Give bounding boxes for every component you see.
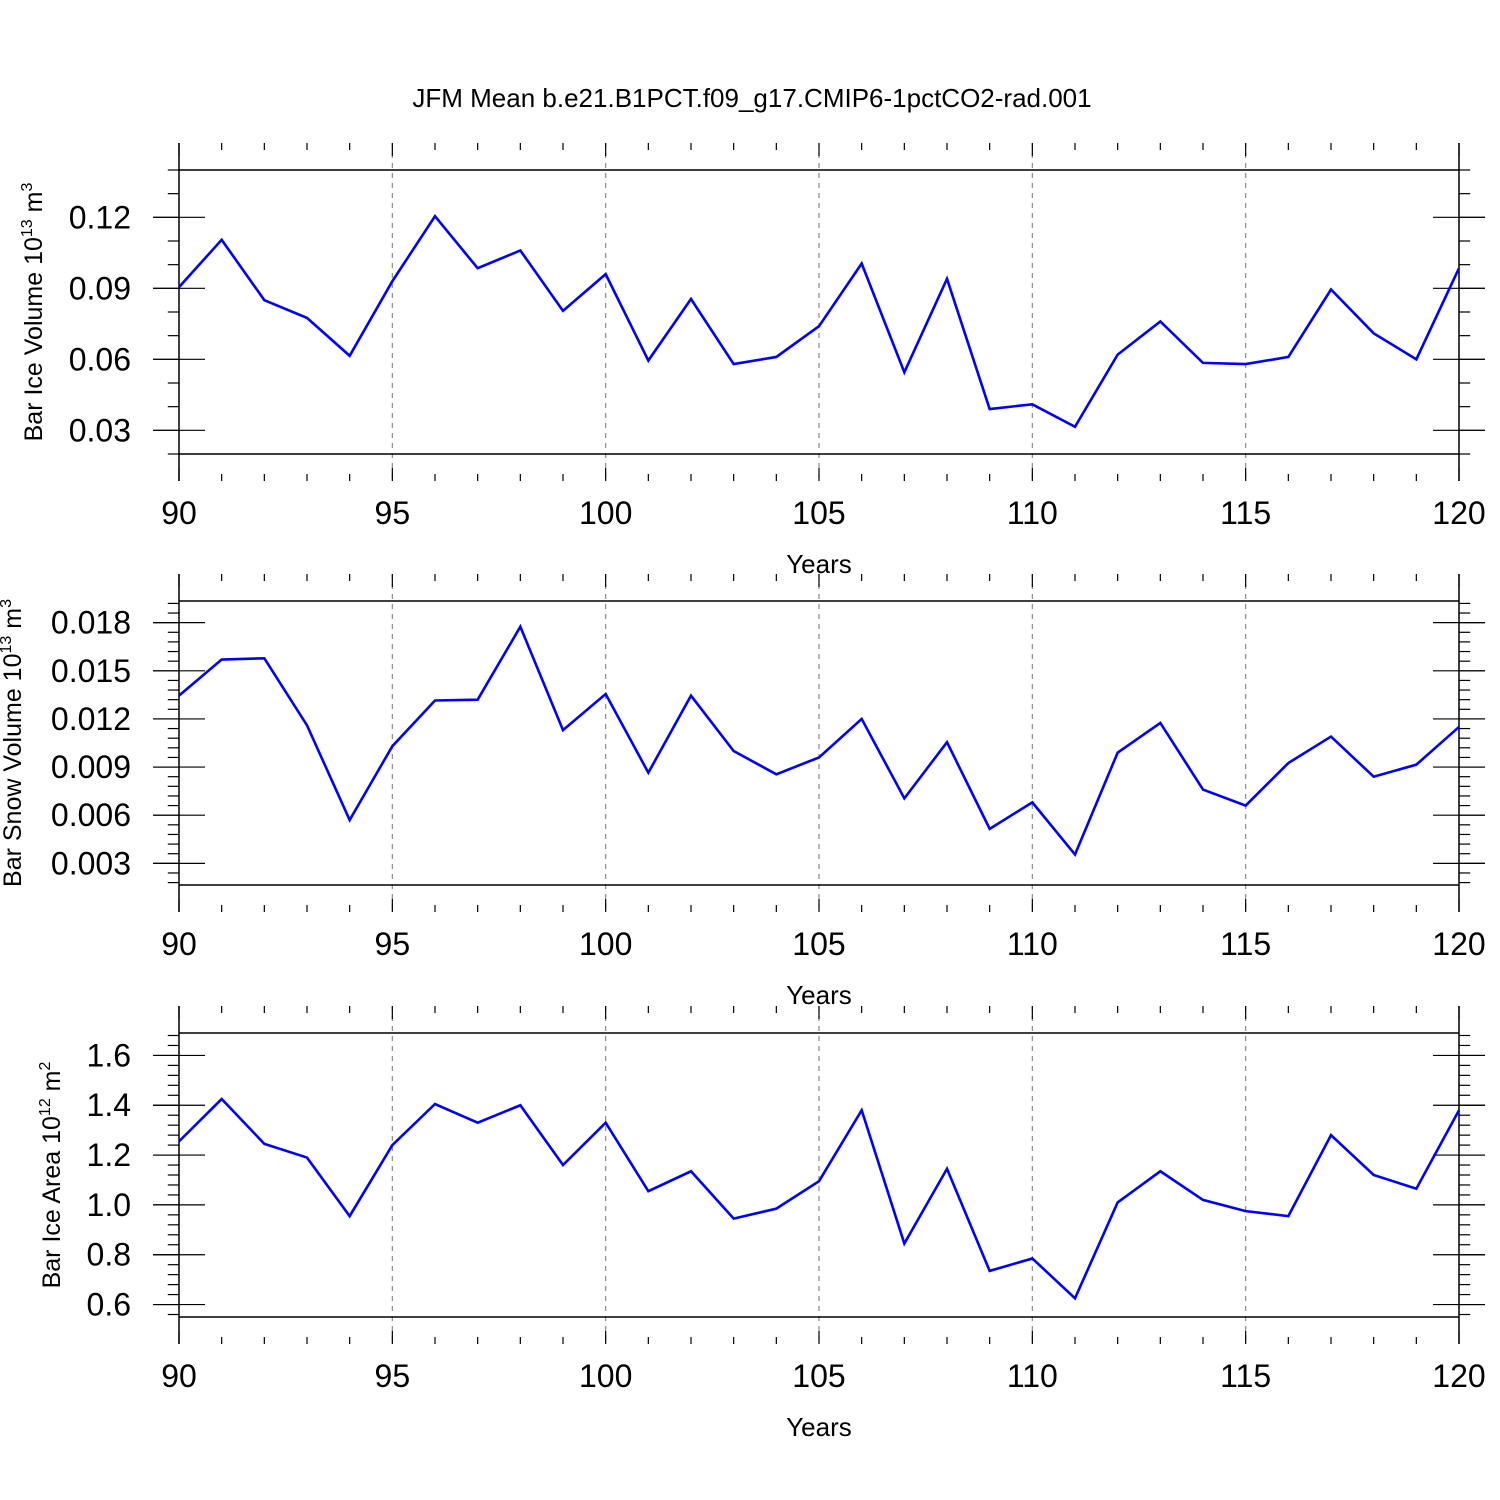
y-axis-label: Bar Ice Area 1012 m2 [37,1062,66,1289]
y-axis-label-base: Bar Ice Volume 10 [20,237,48,441]
y-axis-label: Bar Snow Volume 1013 m3 [0,599,27,887]
x-tick-label: 100 [579,926,632,962]
y-tick-label: 0.015 [51,653,131,689]
y-axis-label-unit: m [20,192,48,220]
y-tick-label: 0.09 [69,270,131,306]
x-tick-label: 110 [1007,1358,1058,1394]
y-tick-label: 0.009 [51,749,131,785]
y-axis-label-unit: m [38,1071,66,1099]
y-tick-label: 0.6 [87,1287,131,1323]
chart-title: JFM Mean b.e21.B1PCT.f09_g17.CMIP6-1pctC… [412,83,1091,113]
x-axis-label: Years [786,980,852,1010]
series-line [178,623,1460,858]
x-tick-label: 115 [1220,1358,1271,1394]
y-tick-label: 1.6 [87,1037,131,1073]
x-tick-label: 110 [1007,495,1058,531]
x-tick-label: 110 [1007,926,1058,962]
x-tick-label: 90 [161,926,197,962]
x-tick-label: 105 [792,1358,845,1394]
y-axis-label-unit-exponent: 3 [0,599,15,608]
x-tick-label: 120 [1432,1358,1485,1394]
y-tick-label: 0.006 [51,797,131,833]
x-tick-label: 90 [161,1358,197,1394]
y-axis-label-exponent: 13 [0,636,15,654]
x-tick-label: 95 [375,495,411,531]
y-axis-label-base: Bar Ice Area 10 [38,1116,66,1288]
y-tick-label: 0.018 [51,605,131,641]
panel-3: 90 95 100 105 110 115 120 0.6 0.8 1.0 1.2 1.4 1.6 Yea… [37,1006,1486,1442]
y-tick-label: 1.2 [87,1137,131,1173]
panel-2: 90 95 100 105 110 115 120 0.003 0.006 0.009 0.012 0… [0,574,1486,1010]
y-tick-label: 0.06 [69,341,131,377]
y-tick-label: 0.003 [51,845,131,881]
y-tick-label: 1.4 [87,1087,131,1123]
x-tick-label: 100 [579,1358,632,1394]
x-tick-label: 95 [375,926,411,962]
y-axis-label-unit-exponent: 3 [19,183,36,192]
y-axis-label-unit-exponent: 2 [37,1062,54,1071]
x-tick-label: 115 [1220,926,1271,962]
y-axis-label-base: Bar Snow Volume 10 [0,654,27,887]
y-axis-label: Bar Ice Volume 1013 m3 [19,183,48,442]
y-axis-label-unit: m [0,608,27,636]
y-axis-label-exponent: 12 [37,1098,54,1116]
x-tick-label: 120 [1432,926,1485,962]
y-axis-label-exponent: 13 [19,219,36,237]
x-tick-label: 120 [1432,495,1485,531]
x-tick-label: 90 [161,495,197,531]
y-tick-label: 0.012 [51,701,131,737]
panels: 90 95 100 105 110 115 120 0.03 0.06 0.09 0.12 Years… [0,143,1486,1442]
y-tick-label: 0.03 [69,412,131,448]
panel-1: 90 95 100 105 110 115 1200.030.060.090.12Years… [19,143,1486,579]
y-tick-label: 0.8 [87,1237,131,1273]
x-tick-label: 100 [579,495,632,531]
x-tick-label: 95 [375,1358,411,1394]
x-tick-label: 115 [1220,495,1271,531]
y-tick-label: 0.12 [69,199,131,235]
y-tick-label: 1.0 [87,1187,131,1223]
x-tick-label: 105 [792,926,845,962]
x-axis-label: Years [786,1412,852,1442]
x-tick-label: 105 [792,495,845,531]
